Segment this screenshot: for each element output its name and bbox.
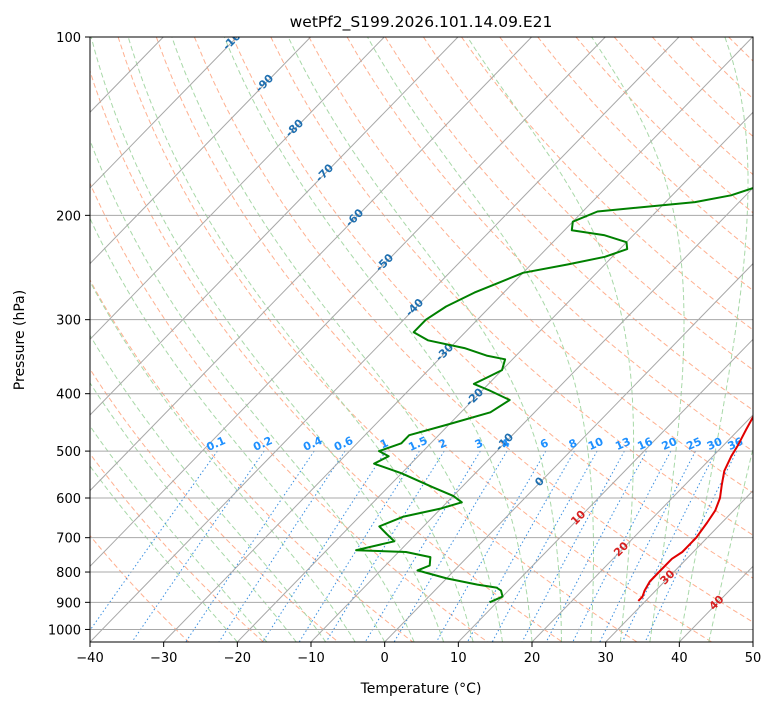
chart-title: wetPf2_S199.2026.101.14.09.E21 — [290, 13, 553, 32]
x-tick-label: 20 — [524, 651, 541, 666]
x-tick-label: 10 — [450, 651, 467, 666]
moist-adiabat — [591, 37, 685, 642]
isotherm-line — [236, 111, 753, 642]
isotherm-line — [90, 37, 311, 265]
isotherm-line — [384, 262, 753, 642]
y-tick-label: 100 — [56, 31, 81, 46]
mixing-ratio-label: 13 — [613, 435, 632, 453]
mixing-ratio-label: 20 — [660, 435, 680, 453]
x-tick-label: 50 — [745, 651, 762, 666]
moist-adiabat — [90, 217, 386, 642]
x-tick-label: 0 — [381, 651, 389, 666]
profiles — [355, 187, 753, 604]
dry-adiabat — [308, 37, 753, 494]
moist-adiabat — [90, 280, 356, 642]
moist-adiabat — [466, 37, 635, 642]
mixing-ratio-line — [298, 450, 420, 642]
mixing-ratio-line — [393, 450, 508, 642]
dry-adiabat — [499, 37, 753, 292]
dry-adiabat — [384, 37, 753, 411]
isotherm-line — [531, 414, 753, 642]
x-axis-ticks: −40 −30 −20 −10 0 10 20 30 40 50 — [76, 642, 761, 666]
y-axis-ticks: 100 200 300 400 500 600 700 800 900 1000 — [48, 31, 90, 638]
moist-adiabat — [90, 425, 268, 642]
x-tick-label: −20 — [224, 651, 251, 666]
mixing-ratio-line — [572, 450, 672, 642]
mixing-ratio-line — [644, 450, 738, 642]
dewpoint-line — [355, 187, 753, 604]
moist-adiabat — [678, 37, 749, 642]
plot-frame — [89, 36, 754, 643]
dry-adiabat — [461, 37, 753, 331]
mixing-ratio-line — [218, 450, 346, 642]
y-tick-label: 600 — [56, 492, 81, 507]
dry-adiabat — [270, 37, 753, 536]
dry-adiabat — [90, 182, 489, 642]
isotherm-line — [90, 37, 459, 416]
moist-adiabat — [708, 446, 753, 642]
moist-adiabat — [223, 37, 533, 642]
y-axis-label: Pressure (hPa) — [12, 290, 28, 390]
mixing-ratio-line — [90, 450, 218, 632]
mixing-ratio-label: 30 — [705, 435, 725, 453]
y-tick-label: 300 — [56, 314, 81, 329]
moist-adiabat — [90, 382, 297, 642]
mixing-ratio-line — [521, 450, 625, 642]
temperature-line — [637, 414, 753, 602]
y-tick-label: 1000 — [48, 623, 81, 638]
x-tick-label: −40 — [76, 651, 103, 666]
moist-adiabat — [127, 37, 474, 642]
y-tick-label: 200 — [56, 209, 81, 224]
dry-adiabat — [346, 37, 753, 452]
plot-area: -100-90-80-70-60-50-40-30-20-10010203040… — [90, 37, 753, 642]
moist-adiabats — [90, 37, 753, 642]
mixing-ratio-label: 10 — [586, 435, 606, 453]
y-tick-label: 700 — [56, 532, 81, 547]
isotherm-line — [163, 37, 753, 642]
moist-adiabat — [90, 334, 327, 642]
moist-adiabat — [367, 37, 594, 642]
x-tick-label: 40 — [671, 651, 688, 666]
dry-adiabat — [117, 37, 638, 642]
x-axis-label: Temperature (°C) — [360, 681, 482, 697]
dry-adiabat — [232, 37, 753, 579]
dry-adiabat — [422, 37, 753, 371]
isotherm-line — [90, 37, 606, 568]
x-tick-label: 30 — [597, 651, 614, 666]
y-tick-label: 800 — [56, 566, 81, 581]
isotherm-line — [90, 37, 532, 492]
x-tick-label: −10 — [297, 651, 324, 666]
isotherm-line — [90, 37, 238, 189]
x-tick-label: −30 — [150, 651, 177, 666]
y-tick-label: 900 — [56, 596, 81, 611]
isotherm-line — [605, 489, 753, 642]
moist-adiabat — [90, 465, 238, 642]
mixing-ratio-line — [185, 450, 315, 642]
isotherm-line — [310, 187, 753, 642]
moist-adiabat — [90, 37, 445, 642]
isotherms — [90, 37, 753, 642]
isotherm-line — [90, 37, 680, 642]
moist-adiabat — [287, 37, 562, 642]
mixing-ratio-line — [435, 450, 547, 642]
mixing-ratio-label: 16 — [635, 435, 655, 453]
mixing-ratio-line — [599, 450, 696, 642]
y-tick-label: 500 — [56, 445, 81, 460]
isobars — [90, 37, 753, 630]
y-tick-label: 400 — [56, 388, 81, 403]
mixing-ratio-line — [621, 450, 717, 642]
mixing-ratio-label: 25 — [684, 435, 703, 453]
isotherm-line — [90, 37, 385, 341]
